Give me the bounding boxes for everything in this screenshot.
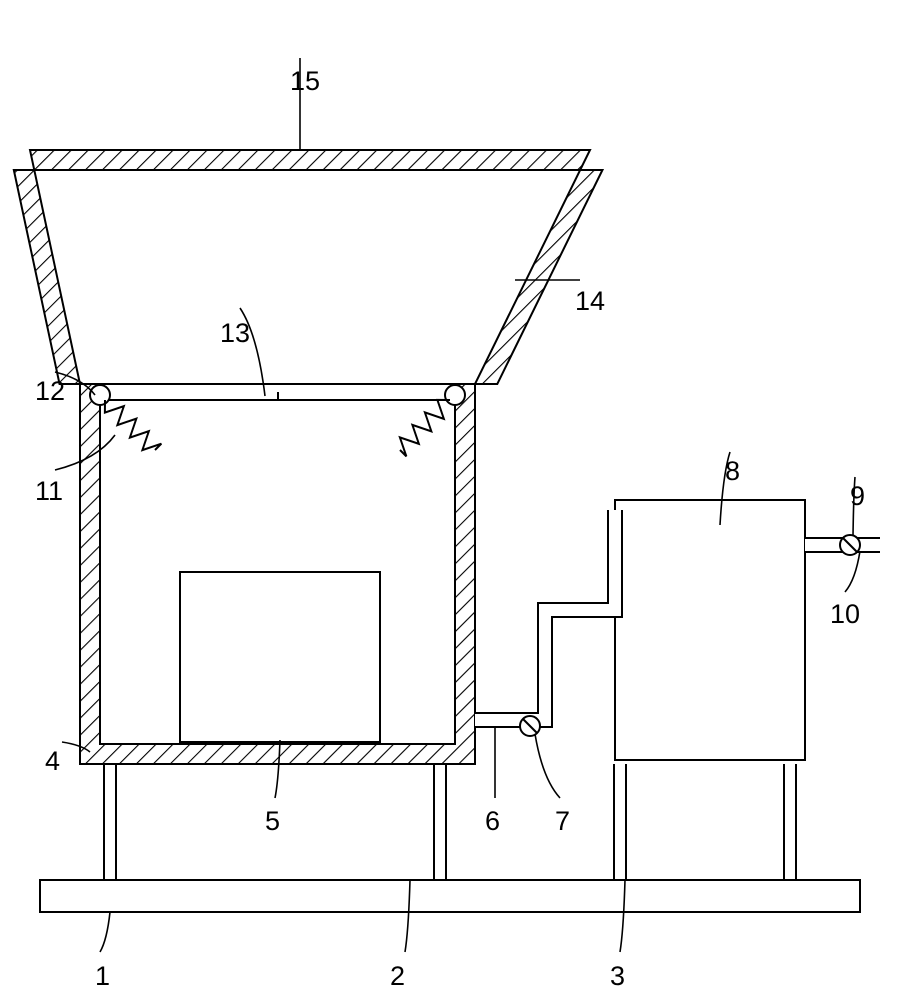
spring-left xyxy=(105,400,161,450)
label-15: 15 xyxy=(290,66,320,96)
hopper-wall xyxy=(14,150,603,384)
main-vessel-wall xyxy=(80,384,475,764)
label-3: 3 xyxy=(610,961,625,991)
leader-2 xyxy=(405,880,410,952)
label-4: 4 xyxy=(45,746,60,776)
leader-7 xyxy=(535,734,560,798)
label-8: 8 xyxy=(725,456,740,486)
label-11: 11 xyxy=(35,476,63,506)
leader-3 xyxy=(620,880,625,952)
inner-block xyxy=(180,572,380,742)
aux-tank xyxy=(615,500,805,760)
label-5: 5 xyxy=(265,806,280,836)
label-14: 14 xyxy=(575,286,605,316)
label-13: 13 xyxy=(220,318,250,348)
base-plate xyxy=(40,880,860,912)
label-6: 6 xyxy=(485,806,500,836)
spring-right xyxy=(400,400,450,456)
leader-1 xyxy=(100,912,110,952)
hinge-left xyxy=(90,385,110,405)
hinge-right xyxy=(445,385,465,405)
label-1: 1 xyxy=(95,961,110,991)
label-9: 9 xyxy=(850,481,865,511)
label-2: 2 xyxy=(390,961,405,991)
label-7: 7 xyxy=(555,806,570,836)
leader-10 xyxy=(845,551,860,592)
label-12: 12 xyxy=(35,376,65,406)
label-10: 10 xyxy=(830,599,860,629)
